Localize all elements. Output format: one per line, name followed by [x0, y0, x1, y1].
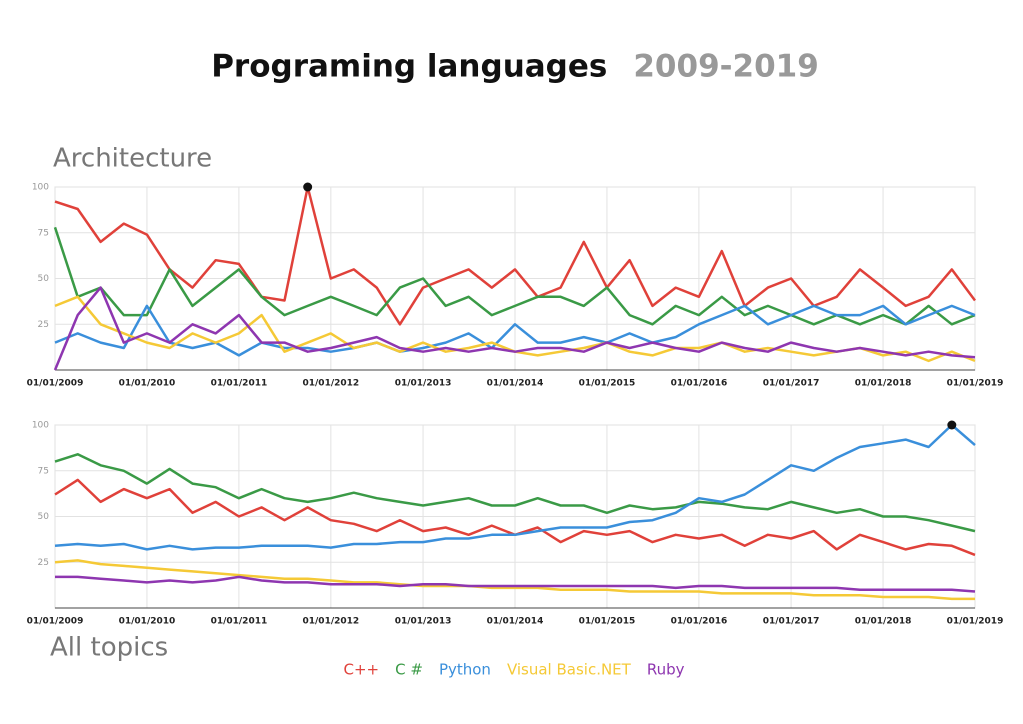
legend-entry: C # [395, 661, 423, 679]
x-tick-label: 01/01/2013 [395, 379, 452, 389]
x-tick-label: 01/01/2010 [119, 617, 176, 627]
x-tick-label: 01/01/2017 [763, 617, 820, 627]
y-tick-label: 50 [38, 274, 50, 284]
y-tick-label: 25 [38, 558, 49, 568]
x-tick-label: 01/01/2014 [487, 379, 544, 389]
series-line [54, 559, 975, 601]
series-line [53, 226, 976, 326]
panel-title: All topics [50, 633, 168, 663]
peak-marker [947, 420, 957, 430]
x-tick-label: 01/01/2015 [579, 379, 636, 389]
x-tick-label: 01/01/2009 [27, 617, 84, 627]
x-tick-label: 01/01/2010 [119, 379, 176, 389]
panel-title: Architecture [53, 144, 212, 174]
x-tick-label: 01/01/2009 [27, 379, 84, 389]
page-subtitle: 2009-2019 [633, 49, 818, 85]
series-line [54, 304, 976, 357]
y-tick-label: 75 [38, 228, 49, 238]
series-line [54, 453, 976, 533]
series-line [54, 423, 976, 551]
legend: C++ C # Python Visual Basic.NET Ruby [344, 661, 685, 679]
x-tick-label: 01/01/2014 [487, 617, 544, 627]
x-tick-label: 01/01/2013 [395, 617, 452, 627]
y-tick-label: 100 [32, 421, 49, 431]
x-tick-label: 01/01/2012 [303, 617, 360, 627]
x-tick-label: 01/01/2011 [211, 379, 268, 389]
y-tick-label: 75 [38, 466, 49, 476]
x-tick-label: 01/01/2018 [855, 617, 912, 627]
y-tick-label: 50 [38, 512, 50, 522]
legend-entry: Python [439, 661, 491, 679]
x-tick-label: 01/01/2016 [671, 379, 728, 389]
series-line [55, 575, 976, 593]
legend-entry: Visual Basic.NET [507, 661, 632, 679]
x-tick-label: 01/01/2015 [579, 617, 636, 627]
x-tick-label: 01/01/2019 [947, 617, 1004, 627]
page-title: Programing languages [211, 49, 607, 85]
series-line [54, 185, 977, 326]
series-line [53, 286, 976, 371]
legend-entry: Ruby [647, 661, 685, 679]
y-tick-label: 25 [38, 320, 49, 330]
x-tick-label: 01/01/2019 [947, 379, 1004, 389]
x-tick-label: 01/01/2011 [211, 617, 268, 627]
x-tick-label: 01/01/2016 [671, 617, 728, 627]
peak-marker [303, 182, 313, 192]
y-tick-label: 100 [32, 183, 49, 193]
x-tick-label: 01/01/2017 [763, 379, 820, 389]
x-tick-label: 01/01/2018 [855, 379, 912, 389]
legend-entry: C++ [344, 661, 380, 679]
x-tick-label: 01/01/2012 [303, 379, 360, 389]
